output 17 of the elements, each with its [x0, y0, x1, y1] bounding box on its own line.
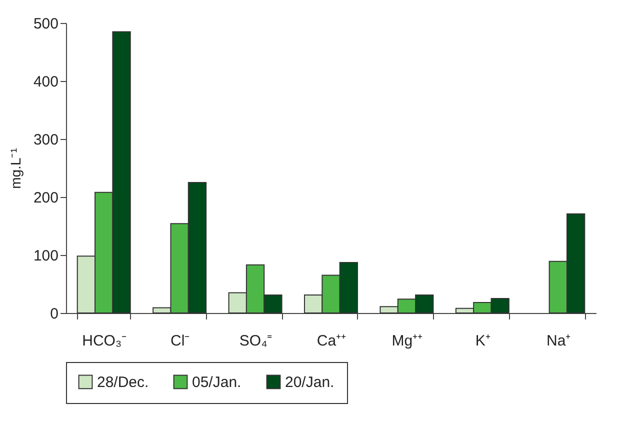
x-tick-label: Cl⁻ — [170, 332, 190, 350]
x-tick-label: Mg⁺⁺ — [392, 332, 423, 350]
y-tick-label: 400 — [33, 74, 58, 90]
y-tick-label: 0 — [50, 306, 58, 322]
y-tick-label: 100 — [33, 248, 58, 264]
legend-label: 20/Jan. — [285, 374, 334, 391]
x-tick-label: Na⁺ — [546, 332, 571, 350]
x-tick-label: K⁺ — [475, 332, 490, 350]
x-tick-label: Ca⁺⁺ — [316, 332, 346, 350]
y-tick-label: 500 — [33, 16, 58, 32]
legend-label: 28/Dec. — [97, 374, 149, 391]
x-tick-label: HCO₃⁻ — [82, 332, 127, 350]
x-tick-label: SO₄⁼ — [239, 332, 272, 350]
y-axis-title: mg.L⁻¹ — [7, 148, 24, 189]
y-tick-label: 200 — [33, 190, 58, 206]
legend-label: 05/Jan. — [192, 374, 242, 391]
y-tick-label: 300 — [33, 132, 58, 148]
